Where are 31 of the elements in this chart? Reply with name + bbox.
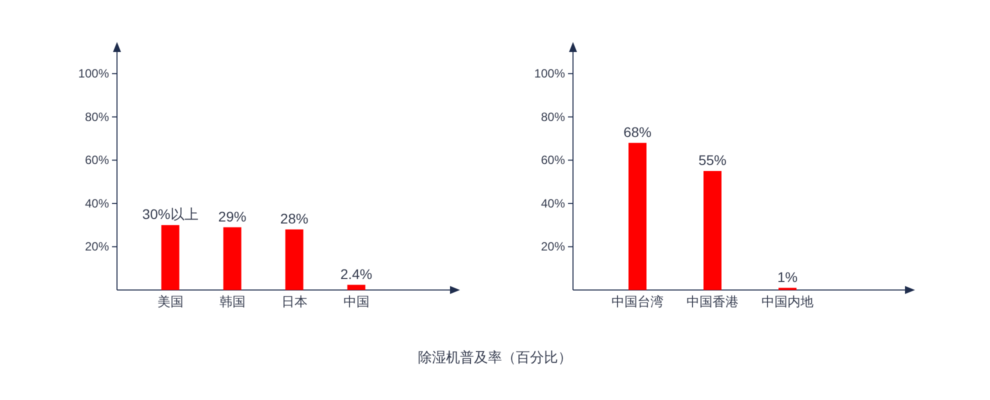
x-tick-label: 中国香港 [686,294,738,309]
x-tick-label: 中国台湾 [612,294,664,309]
data-label: 28% [280,210,308,226]
x-tick-label: 中国 [343,294,370,309]
data-label: 1% [777,268,798,285]
x-tick-label: 韩国 [219,294,246,309]
y-tick-label: 20% [540,240,566,254]
y-tick-label: 60% [540,153,566,168]
x-tick-label: 日本 [281,294,308,309]
data-label: 68% [623,124,652,140]
data-label: 2.4% [340,266,372,282]
y-tick-label: 80% [540,110,566,124]
y-tick-label: 40% [84,196,110,210]
y-tick-label: 100% [78,66,110,81]
text: 除湿机普及率（百分比） [418,349,572,365]
y-tick-label: 20% [84,240,110,254]
bar [628,142,646,290]
y-tick-label: 40% [540,196,566,210]
bar [161,225,180,290]
x-tick-label: 美国 [157,294,184,309]
y-tick-label: 60% [84,153,110,168]
bar [285,229,304,290]
y-tick-label: 100% [534,66,566,81]
y-tick-label: 80% [84,110,110,124]
data-label: 30%以上 [142,206,198,222]
data-label: 55% [698,152,727,168]
bar [704,171,722,290]
bar [223,227,242,290]
x-tick-label: 中国内地 [762,294,814,309]
bar [347,284,366,290]
data-label: 29% [218,208,246,224]
